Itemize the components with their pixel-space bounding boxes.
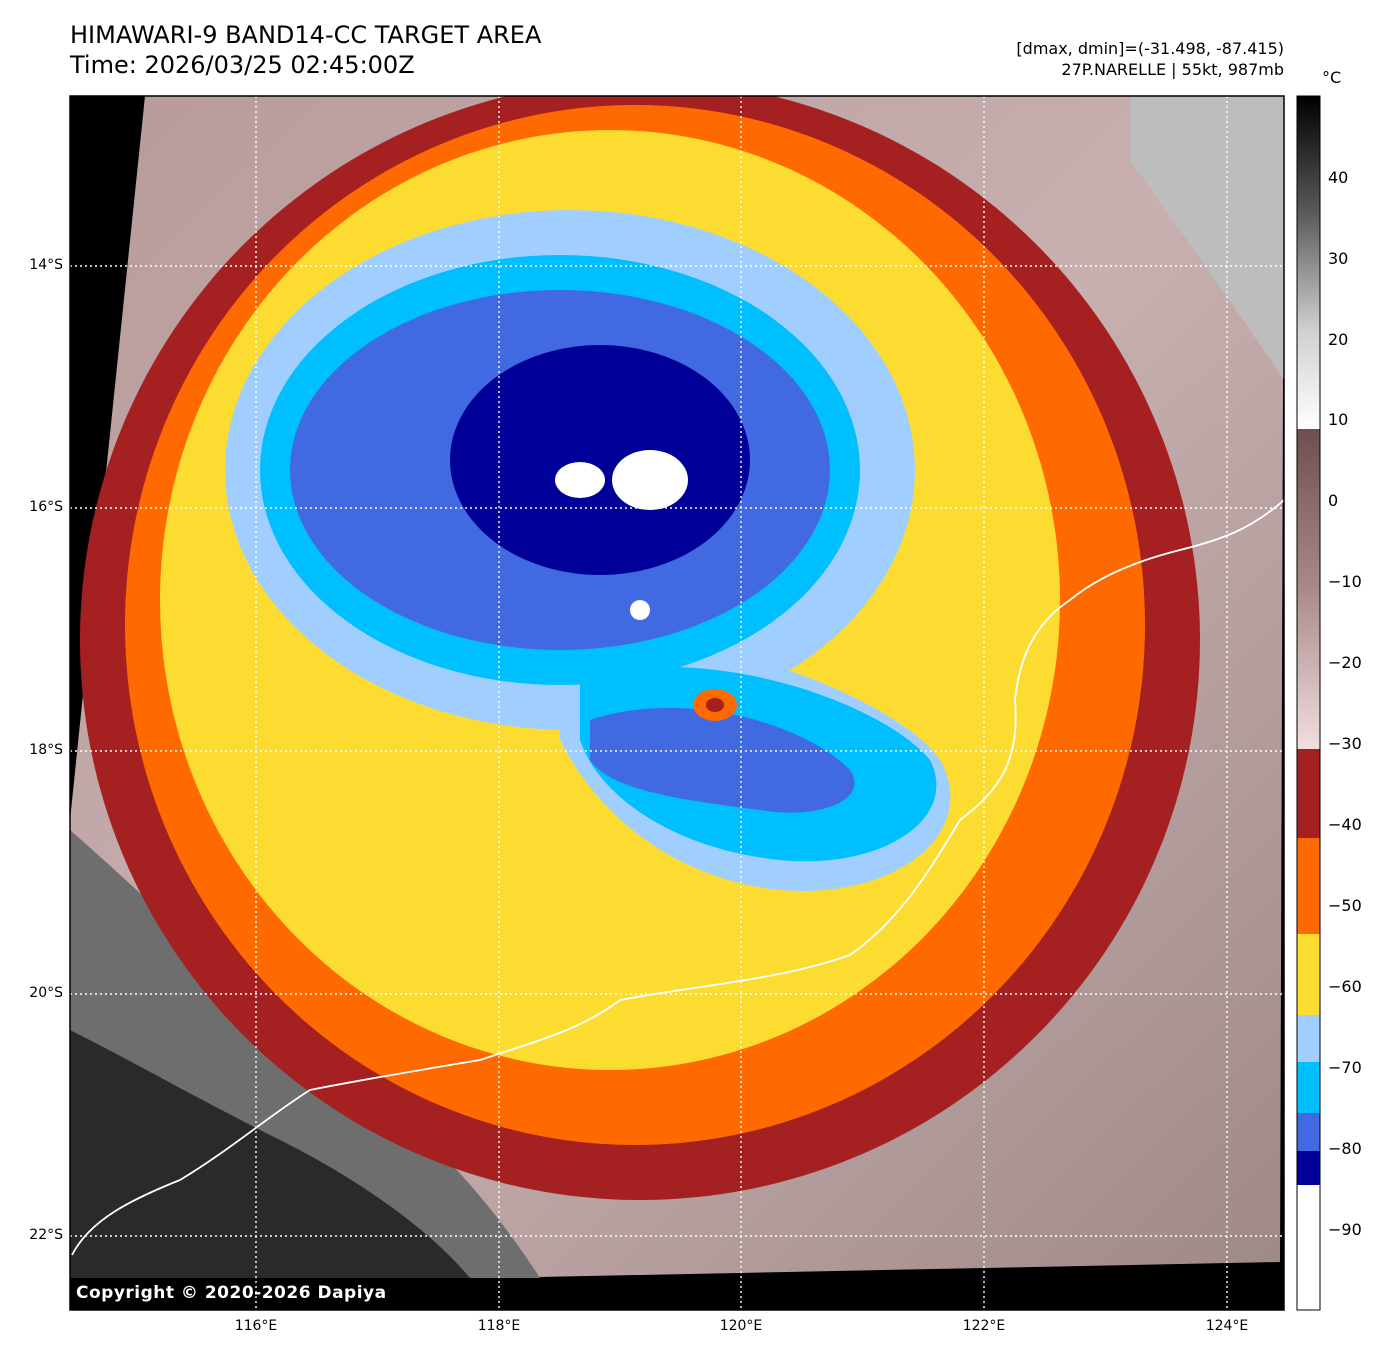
colorbar-tick-minus50: −50 — [1328, 896, 1362, 915]
lon-label-118e: 118°E — [477, 1318, 521, 1334]
colorbar-white — [1297, 1185, 1320, 1310]
colorbar-cyan — [1297, 1062, 1320, 1113]
dmax-dmin-text: [dmax, dmin]=(-31.498, -87.415) — [1016, 39, 1284, 58]
lat-label-16s: 16°S — [29, 499, 63, 515]
band-deep-blue — [450, 345, 750, 575]
copyright-text: Copyright © 2020-2026 Dapiya — [76, 1283, 387, 1303]
gray-cloud-ne — [1130, 96, 1284, 380]
storm-info: [dmax, dmin]=(-31.498, -87.415) 27P.NARE… — [1016, 38, 1284, 80]
colorbar-tick-minus60: −60 — [1328, 977, 1362, 996]
eye-core — [706, 698, 724, 712]
colorbar-tick-minus40: −40 — [1328, 815, 1362, 834]
colorbar-tick-minus30: −30 — [1328, 734, 1362, 753]
colorbar-brown — [1297, 429, 1320, 749]
colorbar-deep-blue — [1297, 1151, 1320, 1185]
cloud-imagery — [70, 96, 1284, 1278]
colorbar-tick-minus80: −80 — [1328, 1139, 1362, 1158]
colorbar-tick-20: 20 — [1328, 330, 1349, 349]
colorbar-yellow — [1297, 934, 1320, 1015]
colorbar — [1296, 95, 1321, 1311]
map-frame — [69, 95, 1285, 1311]
colorbar-tick-0: 0 — [1328, 491, 1339, 510]
lon-label-120e: 120°E — [719, 1318, 763, 1334]
colorbar-tick-40: 40 — [1328, 168, 1349, 187]
colorbar-tick-minus20: −20 — [1328, 653, 1362, 672]
colorbar-light-blue — [1297, 1015, 1320, 1062]
lon-label-124e: 124°E — [1205, 1318, 1249, 1334]
coastline — [71, 499, 1284, 1256]
colorbar-tick-minus70: −70 — [1328, 1058, 1362, 1077]
colorbar-tick-minus10: −10 — [1328, 572, 1362, 591]
colorbar-gray — [1297, 96, 1320, 429]
chart-title: HIMAWARI-9 BAND14-CC TARGET AREA Time: 2… — [70, 20, 541, 80]
colorbar-royal-blue — [1297, 1113, 1320, 1151]
colorbar-tick-10: 10 — [1328, 410, 1349, 429]
land-dark-area — [70, 1030, 470, 1278]
coldest-spot-west — [555, 462, 605, 498]
band-royal-blue-south — [590, 708, 855, 813]
colorbar-dark-red — [1297, 749, 1320, 838]
title-line-2: Time: 2026/03/25 02:45:00Z — [70, 51, 415, 79]
colorbar-unit: °C — [1322, 68, 1342, 87]
storm-name-text: 27P.NARELLE | 55kt, 987mb — [1061, 60, 1284, 79]
lon-label-122e: 122°E — [962, 1318, 1006, 1334]
graticule — [70, 96, 1284, 1310]
colorbar-frame — [1296, 95, 1321, 1311]
colorbar-tick-30: 30 — [1328, 249, 1349, 268]
coldest-spot-south — [630, 600, 650, 620]
lat-label-18s: 18°S — [29, 742, 63, 758]
lat-label-20s: 20°S — [29, 985, 63, 1001]
title-line-1: HIMAWARI-9 BAND14-CC TARGET AREA — [70, 21, 542, 49]
lon-label-116e: 116°E — [234, 1318, 278, 1334]
colorbar-orange — [1297, 838, 1320, 934]
colorbar-tick-minus90: −90 — [1328, 1220, 1362, 1239]
coldest-spot — [612, 450, 688, 510]
lat-label-14s: 14°S — [29, 257, 63, 273]
lat-label-22s: 22°S — [29, 1227, 63, 1243]
